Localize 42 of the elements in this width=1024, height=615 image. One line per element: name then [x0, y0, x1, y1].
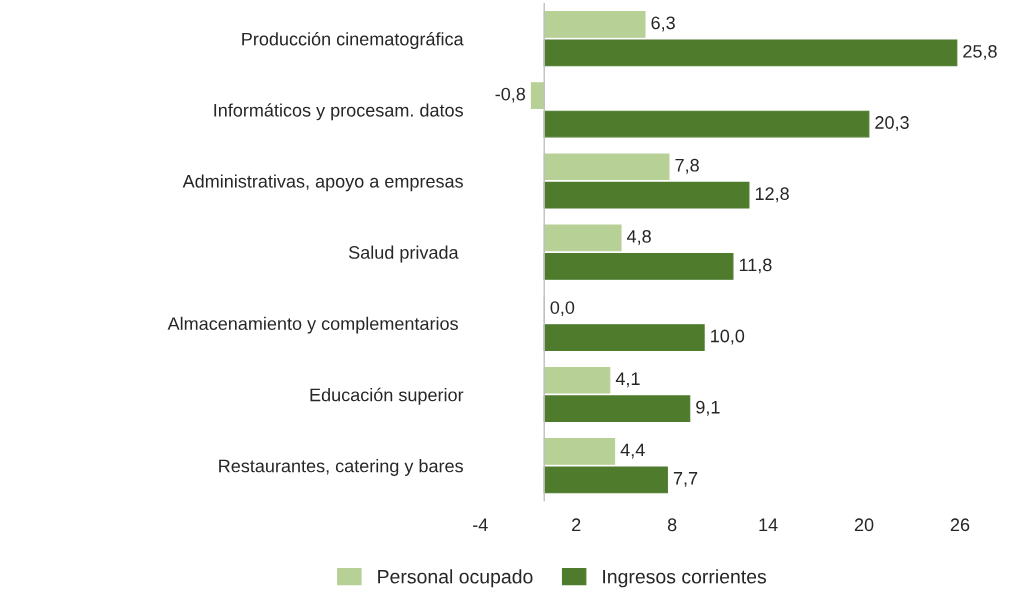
data-label: 4,1: [615, 372, 640, 388]
bar: [543, 224, 622, 252]
x-tick-label: 8: [667, 518, 677, 532]
bar: [543, 395, 691, 423]
data-label: 11,8: [739, 258, 772, 274]
legend-label: Ingresos corrientes: [603, 569, 767, 588]
data-label: 4,4: [620, 443, 645, 459]
data-label: 10,0: [711, 329, 745, 345]
bar: [543, 253, 734, 280]
y-tick-label: Salud privada: [348, 245, 459, 263]
bar: [543, 153, 670, 181]
data-label: 12,8: [755, 187, 789, 203]
bar: [543, 366, 611, 394]
bar: [543, 181, 750, 209]
y-tick-label: Almacenamiento y complementarios: [167, 316, 458, 334]
y-tick-label: Producción cinematográfica: [242, 32, 464, 50]
x-tick-label: 20: [854, 518, 874, 532]
y-tick-label: Educación superior: [310, 387, 464, 405]
bar: [543, 466, 668, 494]
bar: [530, 82, 545, 109]
x-tick-label: 26: [950, 518, 970, 532]
y-tick-label: Restaurantes, catering y bares: [219, 459, 463, 476]
data-label: 0,0: [550, 301, 575, 317]
data-label: 6,3: [651, 16, 675, 32]
bar: [543, 438, 616, 465]
data-label: 4,8: [626, 229, 651, 245]
data-label: 7,7: [673, 472, 698, 487]
data-label: 20,3: [875, 116, 909, 132]
bar: [543, 11, 646, 38]
bar: [543, 110, 870, 138]
data-label: -0,8: [495, 87, 526, 103]
data-label: 9,1: [696, 400, 720, 416]
data-label: 25,8: [963, 44, 997, 60]
bar: [543, 324, 705, 351]
x-tick-label: 14: [759, 518, 778, 531]
bar: [543, 39, 958, 67]
data-label: 7,8: [675, 158, 699, 174]
y-tick-label: Informáticos y procesam. datos: [214, 103, 463, 121]
legend-label: Personal ocupado: [378, 569, 533, 588]
y-tick-label: Administrativas, apoyo a empresas: [182, 174, 463, 192]
x-tick-label: -4: [473, 518, 488, 531]
x-tick-label: 2: [572, 518, 581, 531]
